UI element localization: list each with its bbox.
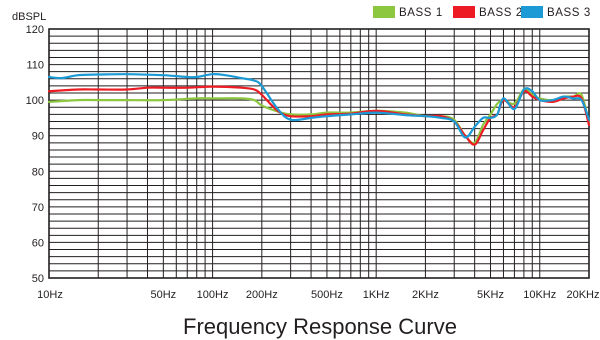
chart-title: Frequency Response Curve [183,314,457,339]
y-tick-label: 70 [32,202,44,214]
x-tick-label: 50Hz [150,289,176,301]
y-axis-ticks: 50 60 70 80 90 100 110 120 [26,24,44,285]
x-tick-label: 500Hz [311,289,343,301]
x-tick-label: 100Hz [197,289,229,301]
y-tick-label: 50 [32,273,44,285]
x-tick-label: 200Hz [246,289,278,301]
plot-frame [48,28,590,279]
series-lines [47,73,591,146]
x-tick-label: 10KHz [523,289,556,301]
legend-label-bass-1: BASS 1 [399,7,443,19]
y-tick-label: 60 [32,237,44,249]
y-tick-label: 100 [26,95,44,107]
x-axis-ticks: 10Hz 50Hz 100Hz 200Hz 500Hz 1KHz 2KHz 5KHz 10KHz… [37,289,599,301]
series-line-bass-3 [47,73,591,139]
y-tick-label: 90 [32,131,44,143]
y-axis-label: dBSPL [12,11,46,23]
x-tick-label: 10Hz [37,289,63,301]
legend: BASS 1 BASS 2 BASS 3 [373,6,591,19]
y-tick-label: 80 [32,166,44,178]
grid [48,28,590,279]
plot-border [48,28,590,279]
legend-label-bass-2: BASS 2 [479,7,523,19]
x-tick-label: 2KHz [412,289,439,301]
y-tick-label: 120 [26,24,44,36]
legend-label-bass-3: BASS 3 [547,7,591,19]
legend-swatch-bass-1 [373,6,395,18]
y-tick-label: 110 [26,60,44,72]
x-tick-label: 5KHz [477,289,504,301]
x-tick-label: 1KHz [363,289,390,301]
legend-swatch-bass-3 [521,6,543,18]
x-tick-label: 20KHz [566,289,599,301]
legend-swatch-bass-2 [453,6,475,18]
